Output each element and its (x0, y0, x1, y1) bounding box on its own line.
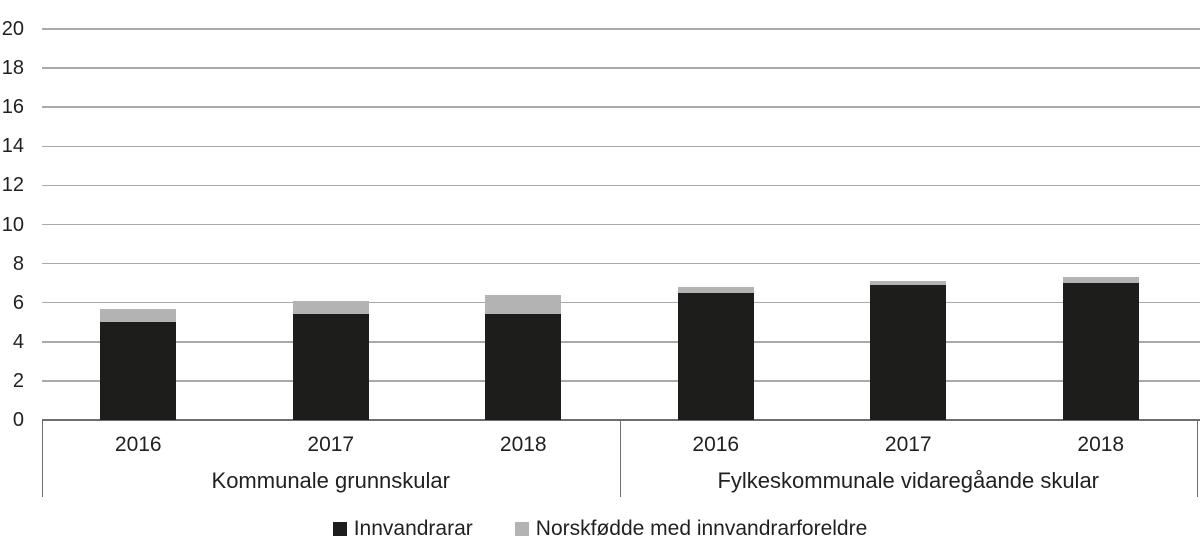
y-tick-label: 16 (1, 96, 24, 119)
gridline (42, 380, 1200, 382)
gridline (42, 184, 1200, 187)
bar-segment-norskfodde (292, 300, 369, 315)
bar-segment-norskfodde (485, 294, 562, 315)
gridline (42, 67, 1200, 69)
category-separator (619, 419, 621, 497)
x-tick-label: 2017 (307, 433, 355, 456)
legend: Innvandrarar Norskfødde med innvandrarfo… (0, 517, 1200, 541)
y-tick-label: 4 (12, 330, 24, 353)
bar-stack-2016 (100, 308, 177, 420)
bar-segment-norskfodde (1062, 277, 1139, 284)
gridline (42, 106, 1200, 108)
bar-segment-innvandrarar (292, 314, 369, 420)
gridline (42, 223, 1200, 226)
group-label: Kommunale grunnskular (211, 468, 450, 493)
bar-segment-innvandrarar (1062, 283, 1139, 420)
x-tick-label: 2017 (884, 433, 932, 456)
legend-label-innvandrarar: Innvandrarar (353, 517, 473, 540)
y-tick-label: 12 (1, 174, 24, 197)
legend-swatch-norskfodde-icon (514, 522, 529, 536)
gridline (42, 341, 1200, 343)
legend-item-norskfodde: Norskfødde med innvandrarforeldre (514, 517, 868, 541)
bar-stack-2018 (485, 294, 562, 420)
category-separator (42, 419, 43, 497)
bar-stack-2018 (1062, 277, 1139, 420)
gridline (42, 28, 1200, 30)
y-tick-label: 2 (12, 369, 24, 392)
gridline (42, 145, 1200, 148)
legend-label-norskfodde: Norskfødde med innvandrarforeldre (535, 517, 868, 540)
y-tick-label: 10 (1, 213, 24, 236)
gridline (42, 262, 1200, 265)
legend-item-innvandrarar: Innvandrarar (332, 517, 473, 541)
gridline (42, 301, 1200, 304)
x-tick-label: 2018 (499, 433, 547, 456)
category-separator (1197, 419, 1198, 497)
legend-swatch-innvandrarar-icon (332, 522, 347, 536)
y-tick-label: 14 (1, 135, 24, 158)
bar-segment-innvandrarar (677, 292, 754, 420)
x-tick-label: 2016 (114, 433, 162, 456)
y-tick-label: 0 (12, 409, 24, 431)
y-tick-label: 6 (12, 291, 24, 314)
bar-segment-innvandrarar (870, 285, 947, 420)
y-tick-label: 20 (1, 18, 24, 40)
bar-segment-norskfodde (677, 287, 754, 293)
bar-segment-norskfodde (870, 281, 947, 286)
bar-segment-innvandrarar (100, 322, 177, 420)
bar-segment-norskfodde (100, 308, 177, 323)
x-tick-label: 2018 (1077, 433, 1125, 456)
bar-stack-2017 (292, 300, 369, 420)
bar-stack-2017 (870, 281, 947, 420)
y-tick-label: 18 (1, 57, 24, 80)
y-tick-label: 8 (12, 252, 24, 275)
x-tick-label: 2016 (692, 433, 740, 456)
x-axis-line (42, 419, 1200, 421)
group-label: Fylkeskommunale vidaregåande skular (717, 468, 1100, 493)
bar-segment-innvandrarar (485, 314, 562, 420)
bar-stack-2016 (677, 287, 754, 420)
